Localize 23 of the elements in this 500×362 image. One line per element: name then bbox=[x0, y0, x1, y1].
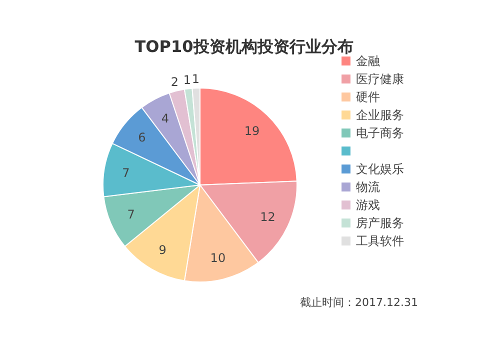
legend-label: 电子商务 bbox=[356, 126, 404, 140]
data-label: 7 bbox=[127, 207, 135, 222]
data-label: 10 bbox=[210, 250, 226, 265]
data-label: 9 bbox=[158, 242, 166, 257]
data-label: 12 bbox=[260, 210, 276, 224]
legend-label: 企业服务 bbox=[356, 108, 404, 122]
legend-label: 金融 bbox=[356, 54, 380, 68]
data-label: 4 bbox=[161, 112, 169, 126]
legend-label: 工具软件 bbox=[356, 234, 404, 248]
data-label: 1 bbox=[183, 72, 192, 87]
chart-title: TOP10投资机构投资行业分布 bbox=[134, 37, 354, 56]
legend-label: 硬件 bbox=[356, 90, 380, 104]
data-label: 7 bbox=[122, 166, 130, 180]
data-label: 6 bbox=[138, 130, 146, 145]
legend-label: 游戏 bbox=[356, 198, 380, 212]
data-label: 2 bbox=[170, 75, 178, 90]
data-label: 1 bbox=[192, 72, 200, 86]
legend-label: 文化娱乐 bbox=[356, 162, 404, 176]
legend-label: 物流 bbox=[356, 180, 380, 194]
text: 截止时间：2017.12.31 bbox=[300, 296, 418, 309]
data-label: 19 bbox=[244, 124, 260, 138]
legend-label: 医疗健康 bbox=[356, 72, 404, 86]
legend-label: 房产服务 bbox=[356, 216, 404, 230]
